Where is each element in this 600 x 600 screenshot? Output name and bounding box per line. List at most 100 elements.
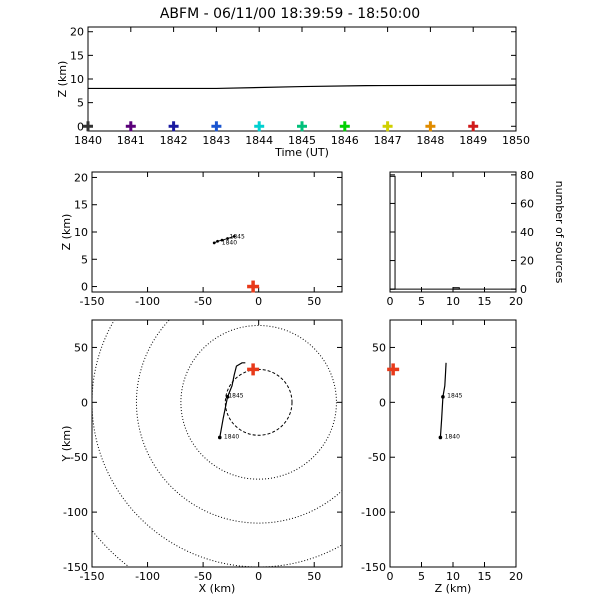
y-axis-label: number of sources (553, 181, 566, 284)
x-tick-label: 10 (446, 570, 460, 583)
time-annotation: 1845 (447, 393, 462, 400)
range-ring (135, 320, 342, 524)
axes-frame (91, 319, 343, 568)
y-tick-label: 20 (74, 171, 88, 184)
axes-frame (91, 171, 343, 293)
source-track (439, 362, 447, 438)
source-point (220, 238, 224, 242)
y-tick-label: 0 (379, 396, 386, 409)
x-tick-label: 5 (418, 295, 425, 308)
source-point (232, 234, 236, 238)
time-annotation: 1840 (224, 433, 239, 440)
y-tick-label: -150 (361, 561, 386, 574)
x-tick-label: 1840 (74, 134, 102, 147)
range-ring (224, 368, 293, 436)
y-tick-label: 80 (520, 169, 534, 182)
axes-frame (389, 319, 517, 568)
xy-plan-panel: -150 -100 -50 0 50 -150 -100 -50 0 50 X (km) Y (km)… (60, 319, 343, 595)
histogram-bar (389, 175, 396, 290)
x-tick-label: 0 (387, 295, 394, 308)
x-tick-label: 1842 (160, 134, 188, 147)
y-tick-label: 10 (74, 226, 88, 239)
time-annotation: 1840 (222, 239, 237, 246)
x-tick-label: 15 (478, 570, 492, 583)
y-tick-label: 5 (77, 97, 84, 110)
x-tick-label: 20 (509, 295, 523, 308)
y-tick-label: 0 (81, 281, 88, 294)
x-tick-label: 20 (509, 570, 523, 583)
axes-frame (87, 26, 517, 132)
y-axis-label: Z (km) (56, 61, 69, 98)
x-tick-label: 1850 (502, 134, 530, 147)
source-point (225, 395, 230, 399)
x-tick-label: 0 (387, 570, 394, 583)
x-tick-label: -150 (80, 570, 105, 583)
y-tick-label: 50 (74, 341, 88, 354)
source-point (217, 435, 222, 440)
x-tick-label: 10 (446, 295, 460, 308)
x-tick-label: 50 (307, 570, 321, 583)
time-annotation: 1845 (230, 233, 245, 240)
x-tick-label: 15 (478, 295, 492, 308)
x-tick-label: -50 (194, 295, 212, 308)
x-axis-label: X (km) (199, 582, 236, 595)
source-point (212, 241, 216, 245)
altitude-line (88, 84, 517, 90)
y-tick-label: 5 (81, 253, 88, 266)
y-tick-label: 15 (74, 199, 88, 212)
range-ring (180, 324, 337, 480)
y-tick-label: -50 (70, 451, 88, 464)
x-tick-label: 1848 (416, 134, 444, 147)
x-tick-label: -100 (135, 295, 160, 308)
source-point (226, 237, 229, 240)
x-tick-label: 1849 (459, 134, 487, 147)
source-point (441, 395, 445, 399)
chart-title: ABFM - 06/11/00 18:39:59 - 18:50:00 (160, 6, 420, 22)
axes-frame (389, 171, 517, 293)
y-tick-label: -100 (63, 506, 88, 519)
x-tick-label: -150 (80, 295, 105, 308)
y-tick-label: 15 (70, 49, 84, 62)
x-axis-label: Time (UT) (274, 146, 329, 159)
zy-projection-panel: 0 5 10 15 20 -150 -100 -50 0 50 Z (km) 1845 1840 (361, 319, 523, 595)
x-tick-label: 0 (255, 295, 262, 308)
y-tick-label: 40 (520, 226, 534, 239)
y-tick-label: -150 (63, 561, 88, 574)
y-tick-label: -100 (361, 506, 386, 519)
source-point (216, 239, 219, 243)
y-tick-label: 60 (520, 197, 534, 210)
x-tick-label: 1845 (288, 134, 316, 147)
x-tick-label: -100 (135, 570, 160, 583)
y-tick-label: 50 (372, 341, 386, 354)
y-tick-label: 0 (77, 120, 84, 133)
y-tick-label: -50 (368, 451, 386, 464)
range-ring (92, 529, 130, 567)
y-axis-label: Y (km) (60, 426, 73, 463)
x-axis-label: Z (km) (435, 582, 472, 595)
time-height-panel: 1840 1841 1842 1843 1844 1845 1846 1847 1848 1849… (56, 26, 530, 159)
y-axis-label: Z (km) (60, 214, 73, 251)
y-tick-label: 0 (81, 396, 88, 409)
x-tick-label: -50 (194, 570, 212, 583)
y-tick-label: 20 (520, 255, 534, 268)
x-tick-label: 1843 (202, 134, 230, 147)
x-tick-label: 1847 (374, 134, 402, 147)
source-point (438, 435, 443, 440)
x-tick-label: 5 (418, 570, 425, 583)
range-rings (92, 320, 342, 567)
x-tick-label: 1844 (245, 134, 273, 147)
x-tick-label: 1846 (331, 134, 359, 147)
x-tick-label: 50 (307, 295, 321, 308)
y-tick-label: 10 (70, 73, 84, 86)
x-tick-label: 0 (255, 570, 262, 583)
source-track (219, 362, 246, 438)
plot-area: 1840 1841 1842 1843 1844 1845 1846 1847 1848 1849… (56, 26, 567, 595)
y-tick-label: 0 (520, 283, 527, 296)
time-annotation: 1845 (228, 393, 243, 400)
time-annotation: 1840 (445, 433, 460, 440)
x-tick-label: 1841 (117, 134, 145, 147)
y-tick-label: 20 (70, 26, 84, 39)
